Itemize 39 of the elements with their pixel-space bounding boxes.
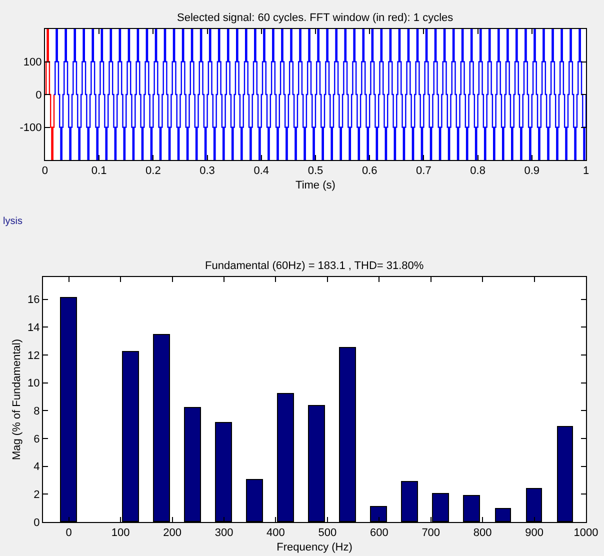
text: lysis <box>3 216 22 227</box>
x-tick-label: 700 <box>422 527 440 540</box>
y-tick-label: 12 <box>28 350 40 362</box>
x-axis-title: Frequency (Hz) <box>276 541 352 554</box>
x-tick-label: 0.5 <box>308 165 324 178</box>
x-tick-label: 500 <box>318 527 337 540</box>
y-axis-title: Mag (% of Fundamental) <box>11 338 24 460</box>
y-tick-label: 16 <box>28 294 40 306</box>
x-tick-label: 600 <box>370 527 388 540</box>
x-tick-label: 800 <box>473 527 492 540</box>
y-tick-label: 6 <box>34 433 40 446</box>
y-tick-label: 10 <box>28 378 40 390</box>
y-tick-label: 8 <box>34 405 40 418</box>
chart-title: Selected signal: 60 cycles. FFT window (in red): 1 cycles <box>177 12 454 24</box>
x-axis-title: Time (s) <box>296 179 336 192</box>
y-tick-label: 0 <box>36 89 42 102</box>
x-tick-label: 0.7 <box>416 165 432 178</box>
y-tick-label: -100 <box>20 122 42 134</box>
chart-title: Fundamental (60Hz) = 183.1 , THD= 31.80% <box>205 260 424 272</box>
y-tick-label: 2 <box>34 489 40 502</box>
x-tick-label: 0.8 <box>470 165 486 178</box>
x-tick-label: 100 <box>111 527 130 540</box>
x-tick-label: 0.6 <box>362 165 378 178</box>
x-tick-label: 1000 <box>574 527 598 540</box>
x-tick-label: 0.2 <box>146 165 161 178</box>
x-tick-label: 1 <box>582 165 590 178</box>
x-tick-label: 0.3 <box>200 165 215 178</box>
y-tick-label: 4 <box>34 461 40 474</box>
x-tick-label: 200 <box>163 527 182 540</box>
y-tick-label: 14 <box>28 322 40 334</box>
x-tick-label: 300 <box>214 527 234 540</box>
x-tick-label: 400 <box>266 527 285 540</box>
y-tick-label: 0 <box>34 516 40 529</box>
x-tick-label: 0.4 <box>254 165 270 178</box>
x-tick-label: 0.9 <box>524 165 540 178</box>
x-tick-label: 0.1 <box>91 165 107 178</box>
x-tick-label: 900 <box>525 527 544 540</box>
x-tick-label: 0 <box>66 527 72 540</box>
y-tick-label: 100 <box>23 56 42 69</box>
